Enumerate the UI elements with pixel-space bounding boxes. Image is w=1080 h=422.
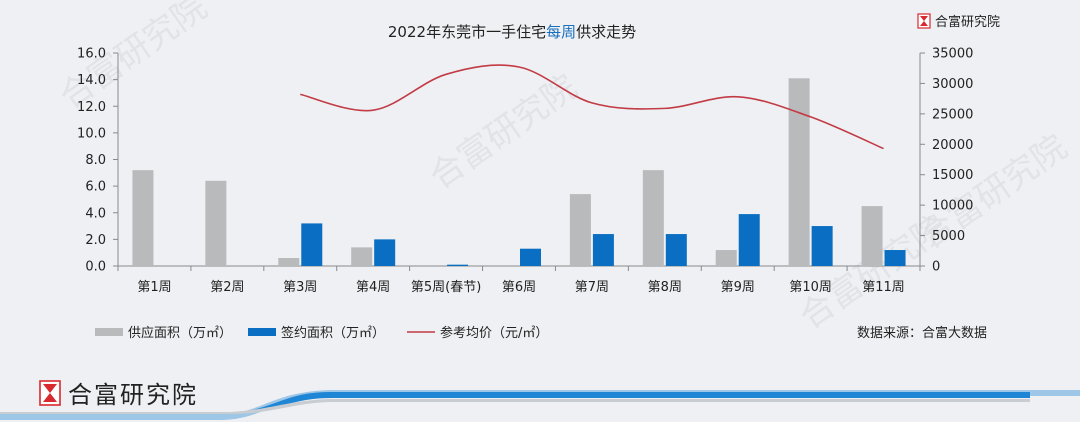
chart-title: 2022年东莞市一手住宅每周供求走势 — [388, 23, 636, 41]
footer-logo-icon — [39, 380, 61, 406]
footer-grey-stripe — [0, 399, 1030, 414]
legend-label-supply: 供应面积（万㎡） — [128, 325, 232, 341]
footer-blue-stripe — [240, 392, 1030, 413]
bar-supply — [861, 206, 883, 266]
x-tick-label: 第6周 — [502, 280, 536, 295]
bar-supply — [642, 170, 664, 266]
bar-signed — [520, 248, 541, 266]
y-right-tick-label: 15000 — [932, 168, 973, 183]
bar-supply — [788, 78, 810, 266]
bar-supply — [351, 247, 373, 266]
legend-swatch-signed — [248, 328, 276, 336]
chart-axes: 0.0 2.0 4.0 6.0 8.0 10.0 12.0 14.0 16.0 0 5000 1000… — [77, 47, 973, 275]
legend-swatch-supply — [95, 328, 123, 336]
bar-signed — [592, 234, 614, 266]
bar-signed — [447, 264, 469, 266]
y-right-tick-label: 20000 — [932, 138, 973, 153]
x-tick-label: 第11周 — [862, 280, 905, 295]
bar-supply — [278, 258, 300, 266]
bar-supply — [569, 194, 591, 266]
x-tick-label: 第8周 — [648, 280, 682, 295]
y-left-tick-label: 8.0 — [85, 153, 106, 168]
y-left-tick-label: 6.0 — [85, 180, 106, 195]
legend-label-signed: 签约面积（万㎡） — [281, 325, 385, 341]
x-tick-label: 第4周 — [356, 280, 390, 295]
x-tick-label: 第3周 — [283, 280, 317, 295]
bar-signed — [738, 214, 760, 266]
bar-supply — [715, 250, 737, 266]
y-left-tick-label: 14.0 — [77, 73, 106, 88]
x-axis-labels: 第1周 第2周 第3周 第4周 第5周(春节) 第6周 第7周 第8周 第9周 第10周 第11周 — [137, 280, 905, 295]
legend-label-price: 参考均价（元/㎡） — [440, 325, 548, 341]
footer-brand-name: 合富研究院 — [68, 381, 198, 409]
x-tick-label: 第10周 — [789, 280, 832, 295]
y-right-tick-label: 5000 — [932, 229, 965, 244]
x-tick-label: 第9周 — [721, 280, 755, 295]
y-right-tick-label: 35000 — [932, 47, 973, 62]
x-tick-label: 第1周 — [137, 280, 171, 295]
chart-title-part-1: 2022年东莞市一手住宅 — [388, 23, 546, 41]
chart-title-part-2: 每周 — [546, 23, 576, 41]
brand-logo-icon — [917, 13, 931, 29]
y-right-tick-label: 0 — [932, 260, 940, 275]
bar-signed — [811, 226, 833, 266]
bar-signed — [884, 250, 906, 266]
chart-line — [300, 64, 884, 150]
bar-signed — [301, 223, 323, 266]
y-left-tick-label: 2.0 — [85, 233, 106, 248]
y-left-tick-label: 12.0 — [77, 100, 106, 115]
bar-supply — [205, 180, 227, 266]
y-right-tick-label: 10000 — [932, 199, 973, 214]
brand-name: 合富研究院 — [935, 14, 1000, 30]
bar-signed — [374, 239, 396, 266]
brand-top-right: 合富研究院 — [917, 13, 1000, 30]
chart-legend: 供应面积（万㎡） 签约面积（万㎡） 参考均价（元/㎡） — [95, 325, 548, 341]
y-left-tick-label: 16.0 — [77, 47, 106, 62]
y-left-tick-label: 0.0 — [85, 260, 106, 275]
y-right-tick-label: 25000 — [932, 107, 973, 122]
footer-band: 合富研究院 — [0, 380, 1080, 420]
y-left-tick-label: 4.0 — [85, 206, 106, 221]
x-tick-label: 第5周(春节) — [411, 280, 481, 295]
chart-bars — [132, 78, 906, 266]
y-left-tick-label: 10.0 — [77, 126, 106, 141]
x-tick-label: 第2周 — [210, 280, 244, 295]
bar-signed — [665, 234, 687, 266]
data-source-note: 数据来源：合富大数据 — [857, 325, 987, 341]
x-tick-label: 第7周 — [575, 280, 609, 295]
chart-title-part-3: 供求走势 — [576, 23, 636, 41]
bar-supply — [132, 170, 154, 266]
y-right-tick-label: 30000 — [932, 77, 973, 92]
